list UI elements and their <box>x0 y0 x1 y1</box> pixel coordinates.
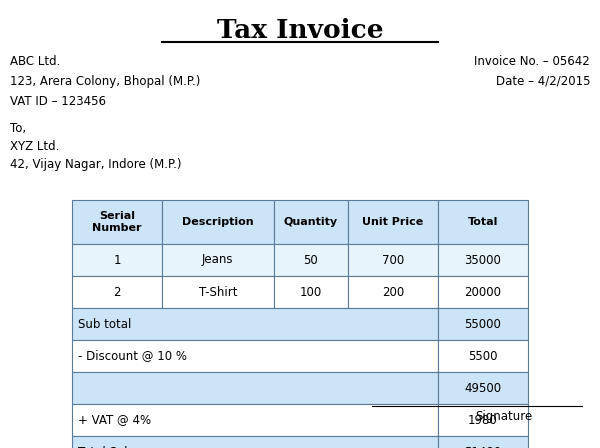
Bar <box>438 244 528 276</box>
Text: 50: 50 <box>303 254 318 267</box>
Text: Total: Total <box>468 217 498 227</box>
Text: 1: 1 <box>113 254 121 267</box>
Text: 35000: 35000 <box>464 254 502 267</box>
Bar <box>348 276 438 308</box>
Text: + VAT @ 4%: + VAT @ 4% <box>78 414 151 426</box>
Bar <box>72 372 438 404</box>
Bar <box>72 404 438 436</box>
Text: 51480: 51480 <box>464 445 502 448</box>
Bar <box>72 276 162 308</box>
Text: 49500: 49500 <box>464 382 502 395</box>
Text: Signature: Signature <box>475 410 533 423</box>
Text: Total Sales: Total Sales <box>78 445 141 448</box>
Text: ABC Ltd.: ABC Ltd. <box>10 55 61 68</box>
Text: Description: Description <box>182 217 254 227</box>
Text: 5500: 5500 <box>468 349 497 362</box>
Text: Invoice No. – 05642: Invoice No. – 05642 <box>474 55 590 68</box>
Text: T-Shirt: T-Shirt <box>199 285 237 298</box>
Bar <box>72 340 438 372</box>
Text: Quantity: Quantity <box>284 217 338 227</box>
Bar <box>348 244 438 276</box>
Bar <box>438 200 528 244</box>
Bar <box>438 340 528 372</box>
Text: VAT ID – 123456: VAT ID – 123456 <box>10 95 106 108</box>
Text: 200: 200 <box>382 285 404 298</box>
Text: Date – 4/2/2015: Date – 4/2/2015 <box>496 75 590 88</box>
Text: Unit Price: Unit Price <box>362 217 424 227</box>
Text: 700: 700 <box>382 254 404 267</box>
Bar <box>72 244 162 276</box>
Text: 100: 100 <box>299 285 322 298</box>
Text: Serial
Number: Serial Number <box>92 211 142 233</box>
Bar <box>72 308 438 340</box>
Text: Sub total: Sub total <box>78 318 131 331</box>
Bar <box>274 276 348 308</box>
Bar <box>438 276 528 308</box>
Text: 42, Vijay Nagar, Indore (M.P.): 42, Vijay Nagar, Indore (M.P.) <box>10 158 182 171</box>
Bar <box>162 276 274 308</box>
Text: 123, Arera Colony, Bhopal (M.P.): 123, Arera Colony, Bhopal (M.P.) <box>10 75 200 88</box>
Bar <box>274 200 348 244</box>
Bar <box>438 372 528 404</box>
Text: Jeans: Jeans <box>202 254 233 267</box>
Bar <box>438 404 528 436</box>
Text: Tax Invoice: Tax Invoice <box>217 18 383 43</box>
Text: 1980: 1980 <box>468 414 498 426</box>
Bar <box>438 308 528 340</box>
Bar <box>72 436 438 448</box>
Text: 55000: 55000 <box>464 318 502 331</box>
Text: 2: 2 <box>113 285 121 298</box>
Text: XYZ Ltd.: XYZ Ltd. <box>10 140 59 153</box>
Text: 20000: 20000 <box>464 285 502 298</box>
Bar <box>162 244 274 276</box>
Bar <box>438 436 528 448</box>
Bar <box>348 200 438 244</box>
Bar <box>274 244 348 276</box>
Bar <box>72 200 162 244</box>
Text: To,: To, <box>10 122 26 135</box>
Text: - Discount @ 10 %: - Discount @ 10 % <box>78 349 187 362</box>
Bar <box>162 200 274 244</box>
